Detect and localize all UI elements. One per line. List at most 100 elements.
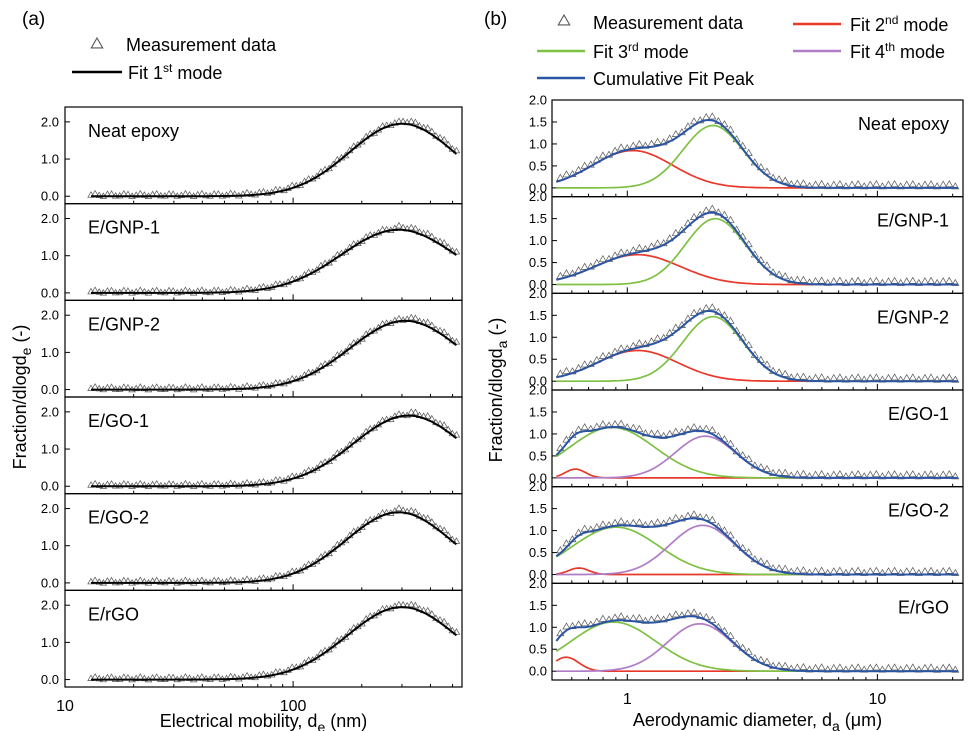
panel-a-subplot: 0.0 1.0 2.0 E/GNP-1 xyxy=(41,203,463,301)
y-tick-label: 0.0 xyxy=(529,567,547,582)
measurement-point xyxy=(920,277,929,285)
sample-label: E/GNP-1 xyxy=(88,218,160,238)
measurement-series xyxy=(556,419,960,480)
measurement-point xyxy=(866,567,875,575)
measurement-point xyxy=(580,524,589,532)
y-tick-label: 2.0 xyxy=(529,189,547,204)
sample-label: Neat epoxy xyxy=(858,114,949,134)
measurement-point xyxy=(854,470,863,478)
measurement-point xyxy=(617,143,626,151)
measurement-point xyxy=(920,373,929,381)
measurement-point xyxy=(708,112,717,120)
measurement-point xyxy=(835,179,844,187)
measurement-point xyxy=(817,663,826,671)
measurement-point xyxy=(411,601,420,609)
y-tick-label: 1.5 xyxy=(529,308,547,323)
y-tick-label: 0.0 xyxy=(529,664,547,679)
measurement-point xyxy=(884,373,893,381)
panel-b-subplot: 0.0 0.5 1.0 1.5 2.0 E/rGO xyxy=(529,576,964,681)
fit1-line xyxy=(91,122,458,198)
measurement-point xyxy=(945,373,954,381)
measurement-point xyxy=(762,559,771,567)
measurement-point xyxy=(708,515,717,523)
measurement-point xyxy=(690,510,699,518)
measurement-point xyxy=(902,567,911,575)
measurement-point xyxy=(635,139,644,147)
measurement-point xyxy=(945,276,954,284)
measurement-point xyxy=(811,470,820,478)
measurement-point xyxy=(811,567,820,575)
y-tick-label: 2.0 xyxy=(529,383,547,398)
measurement-point xyxy=(902,277,911,285)
measurement-point xyxy=(202,384,210,392)
measurement-point xyxy=(890,663,899,671)
measurement-point xyxy=(635,424,644,432)
legend-marker-measurement xyxy=(557,13,571,26)
measurement-point xyxy=(617,517,626,525)
measurement-point xyxy=(629,518,638,526)
measurement-point xyxy=(580,262,589,270)
panel-a: (a) Measurement data Fit 1st mode 0.0 1.0 2.0… xyxy=(10,9,463,731)
measurement-point xyxy=(829,470,838,478)
measurement-point xyxy=(896,375,905,383)
measurement-point xyxy=(945,470,954,478)
measurement-point xyxy=(580,619,589,627)
measurement-point xyxy=(617,612,626,620)
measurement-point xyxy=(140,287,149,295)
mode-fit-line xyxy=(556,435,958,479)
sample-label: Neat epoxy xyxy=(88,121,179,141)
mode-fit-line xyxy=(556,149,958,189)
measurement-point xyxy=(247,576,255,584)
measurement-point xyxy=(95,674,103,682)
measurement-point xyxy=(781,468,790,476)
measurement-point xyxy=(908,566,917,574)
panel-b-subplot: 0.0 0.5 1.0 1.5 2.0 Neat epoxy xyxy=(529,93,964,198)
measurement-point xyxy=(872,663,881,671)
x-tick-label: 10 xyxy=(56,698,74,715)
measurement-point xyxy=(562,622,571,630)
measurement-point xyxy=(781,564,790,572)
measurement-point xyxy=(823,182,832,190)
panel-b-subplot: 0.0 0.5 1.0 1.5 2.0 E/GNP-1 xyxy=(529,189,964,294)
y-tick-label: 2.0 xyxy=(41,598,59,613)
y-tick-label: 1.5 xyxy=(529,404,547,419)
measurement-point xyxy=(914,665,923,673)
measurement-point xyxy=(140,191,149,198)
measurement-point xyxy=(799,566,808,574)
measurement-point xyxy=(939,277,948,285)
measurement-point xyxy=(896,665,905,673)
measurement-point xyxy=(920,470,929,478)
measurement-point xyxy=(671,228,680,236)
panel-b-legend: Measurement data Fit 2nd mode Fit 3rd mode… xyxy=(537,13,948,89)
measurement-point xyxy=(690,308,699,316)
legend-label-measurement: Measurement data xyxy=(126,35,277,55)
sample-label: E/GNP-2 xyxy=(88,314,160,334)
measurement-point xyxy=(890,566,899,574)
measurement-series xyxy=(556,608,960,673)
measurement-point xyxy=(95,481,103,488)
subplot-frame xyxy=(551,582,964,681)
measurement-point xyxy=(902,373,911,381)
fit1-line xyxy=(91,319,458,391)
measurement-point xyxy=(562,269,571,277)
panel-a-subplot: 0.0 1.0 2.0 E/rGO xyxy=(41,589,463,688)
measurement-point xyxy=(933,568,942,576)
measurement-series xyxy=(556,510,960,576)
sample-label: E/GNP-2 xyxy=(877,307,949,327)
measurement-point xyxy=(878,278,887,286)
measurement-point xyxy=(829,567,838,575)
measurement-point xyxy=(914,568,923,576)
measurement-point xyxy=(951,375,960,383)
measurement-point xyxy=(811,663,820,671)
measurement-point xyxy=(653,334,662,342)
y-tick-label: 2.0 xyxy=(41,404,59,419)
measurement-point xyxy=(811,277,820,285)
measurement-point xyxy=(95,288,103,295)
measurement-point xyxy=(407,600,416,608)
measurement-point xyxy=(781,661,790,669)
measurement-point xyxy=(793,179,802,187)
measurement-point xyxy=(411,314,420,321)
measurement-point xyxy=(395,221,403,229)
y-tick-label: 1.5 xyxy=(529,501,547,516)
measurement-point xyxy=(617,419,626,427)
